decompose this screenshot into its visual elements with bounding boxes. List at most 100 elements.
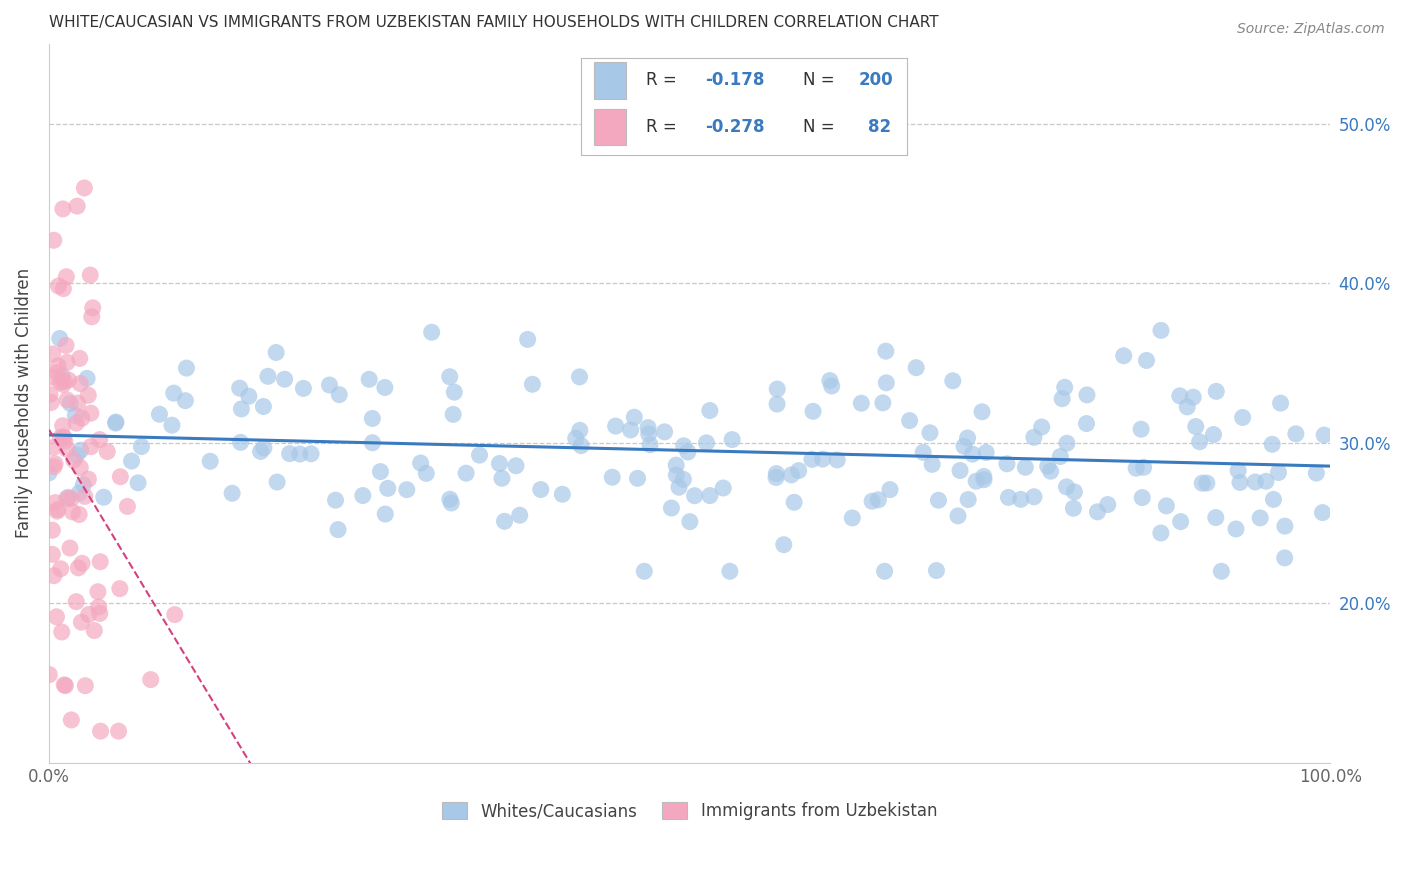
Point [765,467,787,481]
Point [1305,466,1327,480]
Point [783,495,806,509]
Point [46,366,69,380]
Point [488,457,510,471]
Point [59,396,82,410]
Point [45,609,67,624]
Point [56,355,79,369]
Point [905,360,928,375]
Point [626,471,648,485]
Point [1205,384,1227,399]
Point [718,564,741,578]
Point [69,351,91,366]
Point [374,507,396,521]
Point [456,466,478,480]
Point [39,395,62,409]
Point [1050,392,1073,406]
Point [51,625,73,640]
Point [121,454,143,468]
Point [67,561,90,575]
Point [374,380,396,394]
Point [58,373,80,387]
Point [997,491,1019,505]
Point [89,607,111,621]
Point [325,493,347,508]
Point [637,420,659,434]
Point [395,483,418,497]
Point [139,673,162,687]
Point [787,464,810,478]
Point [801,404,824,418]
Point [1168,389,1191,403]
Point [957,492,980,507]
Point [441,408,464,422]
Point [377,481,399,495]
Point [352,489,374,503]
Point [494,514,516,528]
Point [229,435,252,450]
Point [49,562,72,576]
Point [56,392,79,407]
Point [69,460,91,475]
Point [52,282,75,296]
Point [995,457,1018,471]
Point [60,713,83,727]
Point [93,490,115,504]
Point [79,268,101,282]
Point [253,441,276,455]
Point [665,468,688,483]
Point [42,233,65,247]
Point [264,345,287,359]
Point [1182,390,1205,404]
Point [89,433,111,447]
Point [53,434,76,449]
Point [1184,419,1206,434]
Point [55,269,77,284]
Point [1076,388,1098,402]
Point [711,481,734,495]
Point [1135,353,1157,368]
Point [468,448,491,462]
Point [66,199,89,213]
Point [1170,515,1192,529]
Point [879,483,901,497]
Point [117,500,139,514]
Point [299,447,322,461]
Point [163,607,186,622]
Point [766,382,789,396]
Point [62,505,84,519]
Point [569,439,592,453]
Point [44,495,66,509]
Point [52,430,75,444]
Point [77,472,100,486]
Point [77,388,100,402]
Point [66,448,89,462]
Point [420,325,443,339]
Point [683,489,706,503]
Point [67,486,90,500]
Point [1249,511,1271,525]
Point [765,470,787,484]
Point [41,347,63,361]
Point [1195,476,1218,491]
Point [1313,428,1336,442]
Point [699,489,721,503]
Point [956,431,979,445]
Point [1014,460,1036,475]
Point [1254,475,1277,489]
Point [973,473,995,487]
Point [52,430,75,444]
Point [1188,434,1211,449]
Point [1229,475,1251,490]
Point [918,425,941,440]
Point [443,385,465,400]
Point [1274,519,1296,533]
Point [361,435,384,450]
Point [962,447,984,461]
Point [953,439,976,453]
Point [318,378,340,392]
Point [565,431,588,445]
Point [1063,484,1085,499]
Point [104,416,127,430]
Point [1062,501,1084,516]
Point [266,475,288,489]
